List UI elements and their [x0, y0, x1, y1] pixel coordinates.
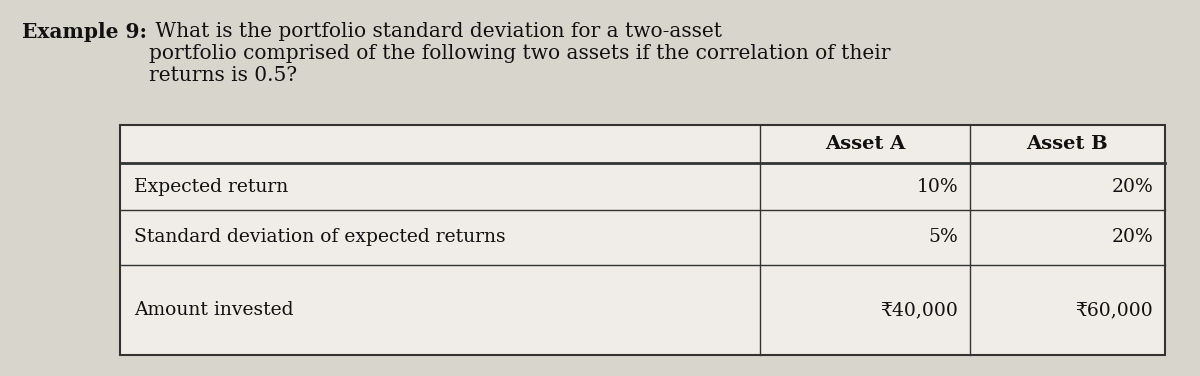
Bar — [120, 125, 1165, 355]
Text: Asset B: Asset B — [1027, 135, 1109, 153]
Text: 20%: 20% — [1111, 177, 1153, 196]
Text: ₹40,000: ₹40,000 — [880, 301, 958, 319]
Text: Expected return: Expected return — [134, 177, 288, 196]
Text: 20%: 20% — [1111, 229, 1153, 247]
Text: Standard deviation of expected returns: Standard deviation of expected returns — [134, 229, 505, 247]
Text: What is the portfolio standard deviation for a two-asset
portfolio comprised of : What is the portfolio standard deviation… — [149, 22, 890, 85]
Text: ₹60,000: ₹60,000 — [1075, 301, 1153, 319]
Text: Example 9:: Example 9: — [22, 22, 148, 42]
Text: 10%: 10% — [917, 177, 958, 196]
Text: 5%: 5% — [929, 229, 958, 247]
Text: Asset A: Asset A — [824, 135, 905, 153]
Text: Amount invested: Amount invested — [134, 301, 294, 319]
